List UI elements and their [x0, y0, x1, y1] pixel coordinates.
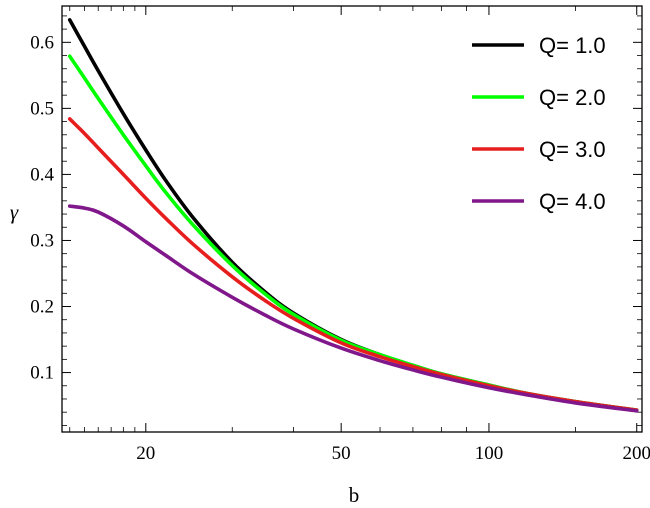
series-lines [67, 18, 639, 413]
y-tick-label: 0.1 [30, 363, 54, 384]
y-tick-label: 0.2 [30, 297, 54, 318]
legend: Q= 1.0 Q= 2.0 Q= 3.0 Q= 4.0 [472, 33, 606, 214]
y-axis-label: γ [10, 200, 19, 224]
y-tick-label: 0.5 [30, 98, 54, 119]
legend-label-2: Q= 2.0 [539, 85, 606, 110]
legend-label-1: Q= 1.0 [539, 33, 606, 58]
legend-label-3: Q= 3.0 [539, 137, 606, 162]
legend-label-4: Q= 4.0 [539, 189, 606, 214]
series-line-4 [67, 204, 639, 413]
y-tick-label: 0.3 [30, 230, 54, 251]
y-tick-label: 0.4 [30, 164, 54, 185]
x-tick-label: 200 [622, 443, 650, 464]
x-axis-label: b [349, 483, 360, 507]
y-tick-label: 0.6 [30, 32, 54, 53]
axis-ticks [62, 6, 642, 432]
x-tick-label: 20 [136, 443, 155, 464]
plot-frame [61, 5, 643, 433]
series-line-3 [67, 117, 639, 412]
tick-labels: 20 50 100 200 0.1 0.2 0.3 0.4 0.5 0.6 [30, 32, 650, 464]
x-tick-label: 100 [475, 443, 504, 464]
x-tick-label: 50 [332, 443, 351, 464]
